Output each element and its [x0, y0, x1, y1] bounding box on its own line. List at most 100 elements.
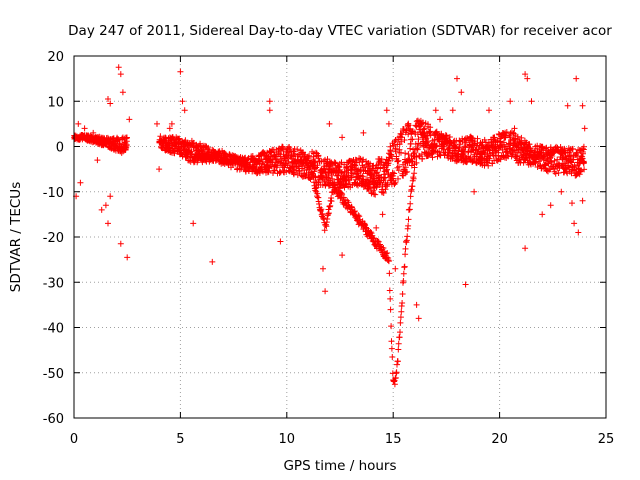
x-tick-label: 10	[279, 432, 296, 447]
data-point	[398, 134, 405, 141]
x-tick-label: 20	[491, 432, 508, 447]
data-point	[385, 258, 392, 265]
data-point	[372, 191, 379, 198]
data-point	[379, 211, 386, 218]
data-point	[298, 157, 305, 164]
data-point	[442, 132, 449, 139]
data-point	[388, 323, 395, 330]
data-point	[443, 132, 450, 139]
data-point	[400, 270, 407, 277]
data-point	[433, 142, 440, 149]
data-point	[395, 340, 402, 347]
data-point	[318, 206, 325, 213]
y-tick-label: -10	[43, 186, 64, 201]
data-point	[386, 287, 393, 294]
data-point	[157, 133, 164, 140]
data-point	[353, 181, 360, 188]
data-point	[395, 167, 402, 174]
data-point	[427, 124, 434, 131]
data-point	[411, 164, 418, 171]
data-point	[491, 134, 498, 141]
data-point	[446, 134, 453, 140]
data-point	[397, 319, 404, 326]
data-point	[548, 158, 555, 165]
data-point	[320, 158, 327, 165]
data-point	[387, 306, 394, 313]
data-point	[102, 202, 109, 209]
data-point	[392, 265, 399, 272]
data-point	[395, 175, 401, 182]
data-point	[126, 116, 133, 123]
data-point	[351, 208, 358, 215]
data-point	[526, 141, 533, 148]
data-point	[409, 158, 416, 165]
data-point	[474, 135, 481, 142]
data-point	[384, 181, 391, 188]
data-point	[385, 120, 392, 127]
data-point	[154, 120, 160, 127]
data-point	[547, 144, 554, 151]
data-point	[507, 98, 514, 105]
data-point	[440, 143, 447, 150]
data-point	[401, 137, 408, 143]
data-point	[98, 206, 105, 213]
data-point	[236, 166, 243, 173]
data-point	[539, 211, 546, 218]
data-point	[105, 220, 111, 227]
data-point	[401, 263, 408, 270]
data-point	[294, 146, 301, 153]
data-point	[410, 175, 417, 182]
data-point	[284, 154, 291, 161]
data-point	[321, 227, 328, 234]
data-point	[383, 107, 390, 114]
y-tick-label: 0	[56, 141, 64, 156]
data-point	[407, 193, 414, 200]
data-point	[569, 145, 576, 152]
data-point	[581, 125, 588, 132]
data-point	[320, 265, 326, 272]
x-tick-label: 15	[385, 432, 402, 447]
data-point	[350, 170, 356, 176]
data-point	[547, 202, 554, 209]
data-point	[575, 229, 582, 236]
data-point	[123, 134, 130, 141]
data-point	[577, 168, 584, 175]
data-point	[503, 129, 510, 135]
data-point	[398, 308, 405, 315]
data-point	[304, 153, 311, 160]
data-point	[107, 100, 114, 107]
data-point	[181, 107, 188, 114]
data-point	[437, 116, 443, 123]
data-point	[94, 157, 101, 164]
data-point	[396, 334, 403, 341]
data-point	[190, 220, 197, 227]
data-point	[325, 210, 332, 217]
data-point	[497, 156, 504, 163]
data-point	[524, 75, 531, 82]
data-point	[366, 185, 372, 192]
data-point	[390, 142, 397, 149]
data-point	[481, 136, 488, 143]
data-point	[166, 125, 173, 132]
data-point	[579, 102, 586, 109]
data-point	[402, 150, 409, 157]
data-point	[405, 131, 412, 138]
data-point	[117, 240, 124, 247]
x-axis-label: GPS time / hours	[283, 458, 396, 474]
data-point	[75, 120, 82, 127]
data-point	[409, 136, 416, 143]
data-point	[343, 180, 350, 187]
data-point	[436, 151, 443, 158]
data-point	[405, 216, 412, 223]
data-point	[302, 173, 309, 180]
data-point	[395, 346, 402, 353]
data-point	[449, 107, 456, 114]
data-point	[485, 162, 492, 169]
data-point	[571, 220, 578, 227]
data-point	[209, 258, 216, 265]
data-point	[394, 358, 401, 365]
data-point	[406, 157, 413, 164]
data-point	[404, 168, 411, 175]
data-point	[117, 71, 124, 78]
